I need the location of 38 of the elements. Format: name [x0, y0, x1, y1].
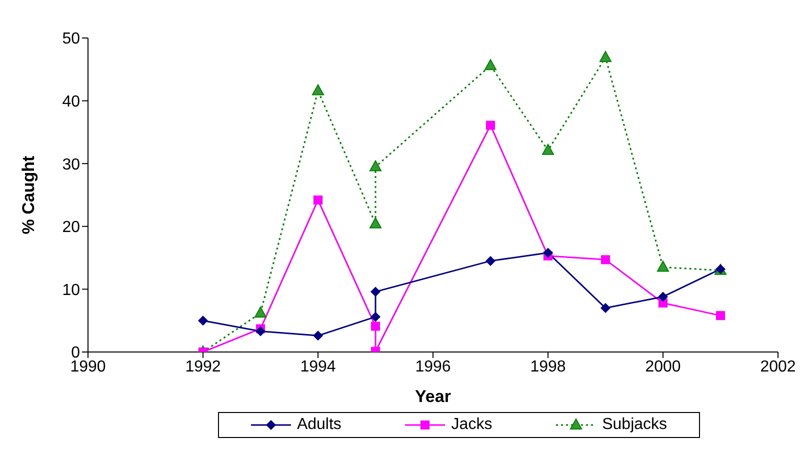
point	[542, 144, 554, 155]
point	[371, 322, 380, 331]
x-tick-label: 1992	[185, 358, 221, 376]
point	[486, 256, 496, 266]
y-axis-title: % Caught	[19, 155, 38, 234]
point	[601, 255, 610, 264]
y-tick-label: 10	[62, 282, 80, 299]
x-tick-label: 1998	[530, 358, 566, 376]
x-axis-title: Year	[415, 387, 452, 406]
point	[370, 217, 382, 228]
point	[486, 120, 495, 130]
legend-label: Subjacks	[601, 416, 668, 434]
point	[256, 326, 266, 336]
point	[484, 59, 496, 70]
point	[313, 330, 323, 341]
point	[254, 306, 266, 318]
point	[370, 312, 380, 322]
point	[370, 160, 382, 172]
x-tick-label: 1994	[300, 358, 336, 376]
y-tick-label: 20	[62, 219, 80, 236]
point	[370, 286, 380, 297]
point	[657, 260, 669, 272]
point	[658, 292, 668, 302]
x-tick-label: 1996	[415, 358, 451, 376]
point	[600, 50, 612, 62]
x-tick-label: 2002	[760, 358, 796, 376]
point	[198, 316, 208, 326]
y-tick-label: 30	[62, 156, 80, 174]
y-tick-label: 40	[62, 93, 80, 110]
legend-label: Jacks	[450, 416, 492, 434]
legend-label: Adults	[296, 416, 342, 434]
point	[312, 84, 324, 96]
x-tick-label: 2000	[645, 358, 681, 376]
y-tick-label: 50	[62, 30, 80, 48]
point	[716, 311, 725, 320]
point	[543, 248, 553, 258]
point	[600, 303, 610, 314]
point	[314, 196, 322, 205]
